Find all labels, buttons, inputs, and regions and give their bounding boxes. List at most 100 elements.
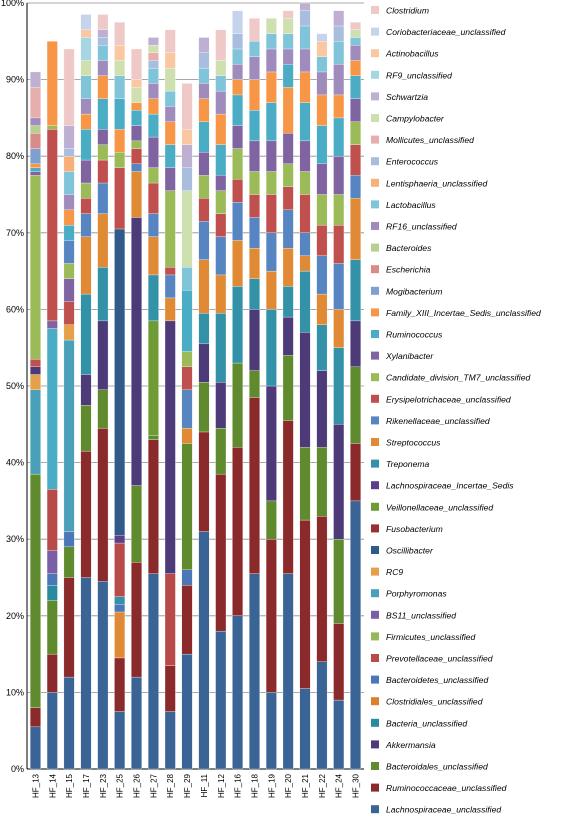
- bar-segment: [63, 194, 75, 210]
- legend-swatch: [371, 805, 379, 814]
- bar-segment: [350, 500, 361, 770]
- bar-segment: [80, 113, 92, 130]
- bar-segment: [80, 374, 92, 406]
- bar-segment: [265, 171, 277, 195]
- bar-segment: [249, 41, 260, 57]
- bar-segment: [232, 64, 243, 80]
- bar-segment: [232, 10, 243, 34]
- bar-segment: [114, 60, 126, 76]
- bar-segment: [350, 98, 361, 122]
- x-tick-label: HF_17: [82, 773, 91, 798]
- bar-segment: [46, 489, 58, 551]
- bar-segment: [46, 41, 58, 126]
- legend-swatch: [371, 49, 379, 58]
- legend-label: RC9: [386, 567, 403, 577]
- bar-segment: [97, 267, 109, 322]
- legend-label: Treponema: [386, 459, 430, 469]
- y-axis-tick-labels: 0% 10% 20% 30% 40% 50% 60% 70% 80% 90% 100%: [1, 0, 24, 774]
- bar-segment: [316, 33, 328, 42]
- bar-segment: [265, 232, 277, 272]
- bar-segment: [215, 630, 227, 770]
- bar-segment: [131, 87, 142, 103]
- bar-segment: [249, 247, 260, 279]
- bar-segment: [350, 175, 361, 199]
- bar-segment: [63, 240, 75, 264]
- legend-swatch: [371, 438, 379, 446]
- bar-segment: [316, 194, 328, 226]
- bar-segment: [299, 25, 311, 50]
- legend-label: Clostridium: [386, 6, 429, 16]
- bar-segment: [114, 167, 126, 230]
- legend-swatch: [371, 157, 379, 166]
- legend-label: Erysipelotrichaceae_unclassified: [386, 394, 511, 404]
- bar-segment: [282, 48, 294, 65]
- legend-label: BS11_unclassified: [386, 610, 456, 620]
- bar-segment: [265, 309, 277, 387]
- bar-segment: [316, 94, 328, 126]
- bar-segment: [46, 129, 58, 322]
- legend-label: Actinobacillus: [385, 49, 439, 59]
- legend-label: Lachnospiraceae_unclassified: [386, 805, 501, 815]
- bar-segment: [114, 611, 126, 659]
- legend-label: Bacteria_unclassified: [386, 718, 467, 728]
- bar-segment: [80, 293, 92, 375]
- bar-segment: [333, 117, 345, 157]
- bar-segment: [215, 60, 227, 76]
- bar-segment: [46, 573, 58, 586]
- bar-segment: [333, 156, 345, 195]
- x-tick-label: HF_28: [166, 773, 175, 798]
- bar-segment: [215, 236, 227, 276]
- legend-label: Schwartzia: [386, 92, 428, 102]
- legend-swatch: [371, 178, 379, 187]
- bar-segment: [249, 309, 260, 371]
- bar-segment: [63, 301, 75, 325]
- bar-segment: [181, 653, 193, 770]
- bar-segment: [148, 98, 159, 115]
- legend-swatch: [371, 243, 379, 252]
- bar-segment: [198, 382, 210, 433]
- bar-segment: [181, 83, 193, 130]
- legend-label: Fusobacterium: [386, 524, 443, 534]
- bar-segment: [181, 144, 193, 168]
- bar-segment: [30, 125, 41, 134]
- bar-segment: [181, 585, 193, 655]
- bar-segment: [215, 213, 227, 237]
- bar-segment: [148, 320, 159, 436]
- x-tick-label: HF_22: [318, 773, 327, 798]
- bar-segment: [46, 585, 58, 601]
- bar-segment: [63, 48, 75, 126]
- bar-segment: [299, 102, 311, 142]
- bar-segment: [215, 90, 227, 115]
- x-tick-label: HF_12: [217, 773, 226, 798]
- legend-swatch: [371, 330, 379, 338]
- bar-segment: [63, 171, 75, 195]
- bar-segment: [350, 44, 361, 61]
- bar-segment: [181, 351, 193, 367]
- bar-segment: [46, 550, 58, 574]
- legend-swatch: [371, 632, 379, 641]
- bar-segment: [316, 447, 328, 517]
- bar-segment: [80, 98, 92, 115]
- bar-segment: [63, 324, 75, 341]
- bar-segment: [249, 110, 260, 142]
- bar-segment: [299, 232, 311, 256]
- bar-segment: [63, 577, 75, 678]
- legend-label: Family_XIII_Incertae_Sedis_unclassified: [386, 308, 541, 318]
- legend-swatch: [371, 589, 379, 598]
- bar-segment: [333, 224, 345, 264]
- x-tick-label: HF_27: [149, 773, 158, 798]
- legend-label: Lentisphaeria_unclassified: [386, 178, 488, 188]
- legend-label: Streptococcus: [386, 438, 441, 448]
- bar-segment: [131, 48, 142, 80]
- bar-segment: [148, 52, 159, 61]
- x-tick-label: HF_24: [335, 773, 344, 798]
- bar-segment: [80, 577, 92, 770]
- bar-segment: [131, 110, 142, 126]
- bar-segment: [316, 41, 328, 57]
- bar-segment: [265, 140, 277, 172]
- bar-segment: [80, 182, 92, 199]
- x-tick-label: HF_25: [116, 773, 125, 798]
- bar-segment: [114, 535, 126, 544]
- bar-segment: [30, 87, 41, 119]
- bar-segment: [282, 316, 294, 356]
